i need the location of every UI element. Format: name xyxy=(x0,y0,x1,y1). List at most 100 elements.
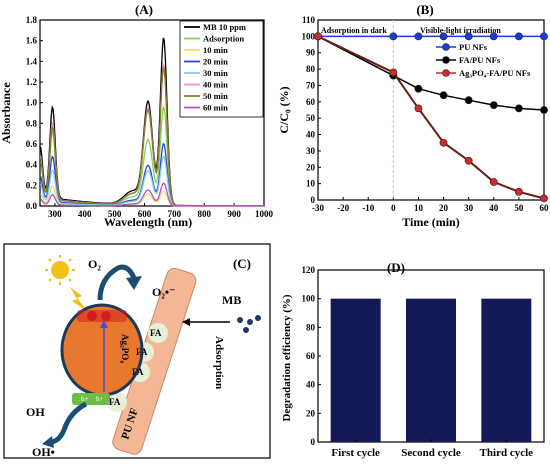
oh-arrow xyxy=(51,401,88,445)
y-tick-label: 100 xyxy=(302,294,316,304)
legend-entry: FA/PU NFs xyxy=(459,55,501,65)
x-tick-label: -10 xyxy=(362,203,374,213)
y-tick-label: 10 xyxy=(306,179,316,189)
spectrum-line xyxy=(39,142,264,207)
fa-particle xyxy=(148,323,168,343)
y-tick-label: 1.8 xyxy=(26,15,38,25)
oh-arrowhead xyxy=(42,436,54,448)
data-point xyxy=(514,32,523,41)
x-tick-label: 60 xyxy=(540,203,550,213)
y-tick-label: 1.4 xyxy=(26,56,38,66)
valence-band xyxy=(72,393,110,405)
data-point xyxy=(540,106,548,114)
data-point xyxy=(414,84,423,93)
x-tick-label: 10 xyxy=(414,203,424,213)
x-tick-label: 1000 xyxy=(255,209,274,219)
y-tick-label: 20 xyxy=(306,162,316,172)
spectrum-line xyxy=(39,105,264,207)
bar xyxy=(406,298,456,442)
panel-b-frame xyxy=(317,19,545,201)
data-point xyxy=(489,32,498,41)
panel-a-spectra xyxy=(39,37,264,207)
o2-radical-label: O₂•⁻ xyxy=(152,285,175,299)
fa-label: FA xyxy=(150,328,162,338)
lightning-icon xyxy=(70,287,88,312)
fa-label: FA xyxy=(109,397,121,407)
panel-d-y-ticks: 0 20 40 60 80 100 120 xyxy=(302,265,321,447)
data-point xyxy=(414,104,423,113)
data-point xyxy=(439,32,448,41)
data-point xyxy=(389,68,398,77)
mb-molecule xyxy=(247,319,253,325)
panel-d-label: (D) xyxy=(387,260,405,275)
x-tick-label: 600 xyxy=(138,209,152,219)
data-point xyxy=(439,138,448,147)
panel-d-ylabel: Degradation efficiency (%) xyxy=(281,294,293,421)
x-tick-label: 40 xyxy=(489,203,499,213)
legend-entry: 50 min xyxy=(203,91,228,101)
legend-entry: PU NFs xyxy=(459,42,488,52)
x-tick-label: -30 xyxy=(312,203,324,213)
panel-a-y-ticks: 0.0 0.2 0.4 0.6 0.8 1.0 1.2 1.4 1.6 1.8 xyxy=(26,15,43,211)
data-point xyxy=(489,178,498,186)
legend-entry: Adsorption xyxy=(203,34,244,44)
data-point xyxy=(314,32,322,41)
x-tick-label: 700 xyxy=(168,209,182,219)
panel-d-bars xyxy=(330,298,532,442)
oh-radical-label: OH• xyxy=(32,445,55,459)
data-point xyxy=(464,156,473,165)
panel-a-xlabel: Wavelength (nm) xyxy=(104,215,192,229)
annotation-dark: Adsorption in dark xyxy=(321,26,387,35)
x-tick-label: 300 xyxy=(48,209,62,219)
panel-c-frame xyxy=(3,243,271,459)
electron xyxy=(87,311,97,321)
x-tick-label: 400 xyxy=(78,209,92,219)
y-tick-label: 1.6 xyxy=(26,36,38,46)
legend-marker xyxy=(442,43,450,51)
y-tick-label: 40 xyxy=(306,130,316,140)
fa-label: FA xyxy=(132,367,144,377)
panel-a-label: (A) xyxy=(135,2,153,17)
data-point xyxy=(540,32,548,41)
panel-c-label: (C) xyxy=(233,256,251,271)
data-point xyxy=(540,194,548,203)
hole-label: h+ xyxy=(81,395,89,403)
y-tick-label: 0.2 xyxy=(26,180,38,190)
panel-a-frame xyxy=(39,19,265,207)
fa-particle xyxy=(107,392,127,412)
y-tick-label: 20 xyxy=(306,408,316,418)
data-point xyxy=(389,32,398,41)
sun-icon xyxy=(45,255,75,285)
x-tick-label: 0 xyxy=(391,203,396,213)
y-tick-label: 110 xyxy=(302,15,316,25)
adsorption-arrowhead xyxy=(182,318,190,326)
x-tick-label: 30 xyxy=(464,203,474,213)
data-point xyxy=(414,32,423,41)
series-line xyxy=(317,35,545,200)
panel-b-x-ticks: -30 -20 -10 0 10 20 30 40 50 60 xyxy=(312,197,549,213)
panel-b-xlabel: Time (min) xyxy=(402,215,459,229)
legend-entry: 20 min xyxy=(203,57,228,67)
ag3po4-label: Ag₃PO₄ xyxy=(120,334,130,363)
y-tick-label: 120 xyxy=(302,265,316,275)
mb-molecule xyxy=(255,315,261,321)
data-point xyxy=(464,96,473,105)
y-tick-label: 70 xyxy=(306,80,316,90)
panel-b-label: (B) xyxy=(416,2,433,17)
adsorption-label: Adsorption xyxy=(213,336,225,389)
y-tick-label: 30 xyxy=(306,146,316,156)
x-tick-label: Third cycle xyxy=(480,447,534,459)
bar xyxy=(481,298,532,442)
y-tick-label: 50 xyxy=(306,113,316,123)
mb-molecule xyxy=(237,317,243,323)
legend-entry: 30 min xyxy=(203,68,228,78)
data-point xyxy=(514,187,523,196)
x-tick-label: -20 xyxy=(337,203,349,213)
legend-marker xyxy=(442,69,450,77)
y-tick-label: 0.0 xyxy=(26,201,38,211)
y-tick-label: 90 xyxy=(306,48,316,58)
y-tick-label: 40 xyxy=(306,380,316,390)
data-point xyxy=(464,32,473,41)
